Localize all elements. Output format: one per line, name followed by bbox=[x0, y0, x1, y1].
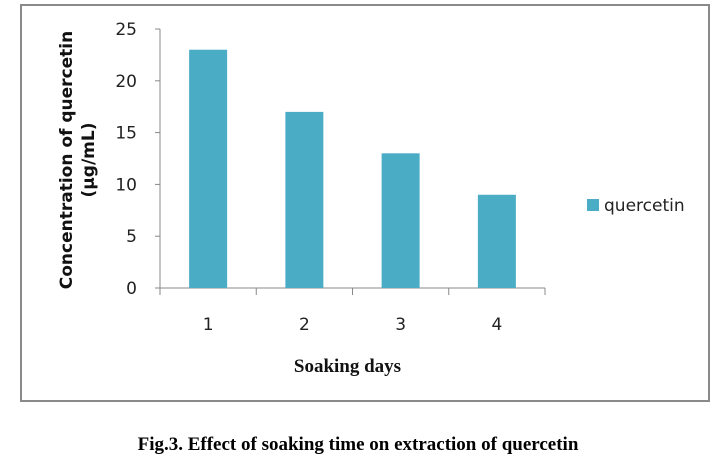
y-tick-label: 15 bbox=[115, 124, 137, 144]
legend-label: quercetin bbox=[604, 196, 685, 216]
y-tick-label: 10 bbox=[115, 175, 137, 195]
figure-caption: Fig.3. Effect of soaking time on extract… bbox=[137, 434, 579, 455]
y-tick-label: 20 bbox=[115, 72, 137, 92]
y-tick-label: 0 bbox=[126, 279, 137, 299]
y-axis-title-line: Concentration of quercetin bbox=[57, 31, 77, 289]
y-axis-title-line: (µg/mL) bbox=[79, 123, 99, 198]
legend-swatch bbox=[587, 199, 599, 211]
bar bbox=[189, 49, 228, 288]
x-tick-label: 2 bbox=[299, 315, 310, 335]
x-axis-title: Soaking days bbox=[294, 356, 401, 377]
y-tick-label: 25 bbox=[115, 20, 137, 40]
x-tick-label: 4 bbox=[491, 315, 502, 335]
x-tick-label: 3 bbox=[395, 315, 406, 335]
bar bbox=[477, 194, 516, 288]
x-tick-label: 1 bbox=[203, 315, 214, 335]
bar bbox=[285, 111, 324, 288]
y-axis-title: Concentration of quercetin (µg/mL) bbox=[57, 31, 99, 289]
chart-frame bbox=[20, 4, 710, 402]
y-tick-label: 5 bbox=[126, 227, 137, 247]
bar bbox=[381, 153, 420, 288]
